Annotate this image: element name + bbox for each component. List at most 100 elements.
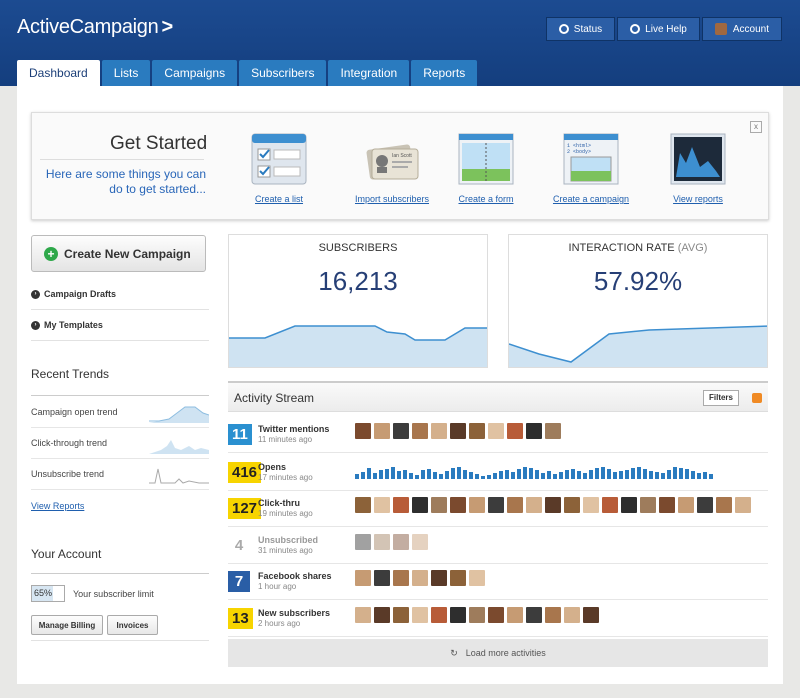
live-help-button[interactable]: Live Help: [617, 17, 700, 41]
avatar[interactable]: [469, 607, 485, 623]
avatar[interactable]: [545, 423, 561, 439]
avatar[interactable]: [374, 570, 390, 586]
avatar[interactable]: [355, 607, 371, 623]
avatar[interactable]: [450, 570, 466, 586]
tab-dashboard[interactable]: Dashboard: [17, 60, 100, 86]
activity-title[interactable]: Unsubscribed: [258, 535, 319, 545]
avatar[interactable]: [393, 534, 409, 550]
activity-title[interactable]: Twitter mentions: [258, 424, 330, 434]
create-new-campaign-button[interactable]: + Create New Campaign: [31, 235, 206, 272]
avatar[interactable]: [583, 497, 599, 513]
avatar[interactable]: [564, 607, 580, 623]
avatar[interactable]: [374, 534, 390, 550]
activity-title[interactable]: New subscribers: [258, 608, 331, 618]
avatar[interactable]: [564, 497, 580, 513]
avatar[interactable]: [678, 497, 694, 513]
avatar[interactable]: [469, 570, 485, 586]
avatar[interactable]: [374, 497, 390, 513]
avatar[interactable]: [735, 497, 751, 513]
avatar[interactable]: [507, 607, 523, 623]
avatar[interactable]: [450, 607, 466, 623]
avatar[interactable]: [431, 423, 447, 439]
manage-billing-button[interactable]: Manage Billing: [31, 615, 103, 635]
import-subscribers-item[interactable]: Ian Scott Import subscribers: [342, 133, 442, 204]
activity-row[interactable]: 416 Opens 17 minutes ago: [228, 454, 768, 491]
campaign-open-trend[interactable]: Campaign open trend: [31, 397, 209, 428]
create-list-item[interactable]: Create a list: [229, 133, 329, 204]
activity-row[interactable]: 11 Twitter mentions 11 minutes ago: [228, 416, 768, 453]
rss-icon[interactable]: [752, 393, 762, 403]
load-more-button[interactable]: ↻ Load more activities: [228, 639, 768, 667]
avatar[interactable]: [488, 497, 504, 513]
status-button[interactable]: Status: [545, 17, 616, 41]
avatar[interactable]: [450, 423, 466, 439]
avatar[interactable]: [355, 570, 371, 586]
activity-row[interactable]: 7 Facebook shares 1 hour ago: [228, 563, 768, 600]
create-campaign-item[interactable]: 1 <html> 2 <body> Create a campaign: [541, 133, 641, 204]
avatar[interactable]: [393, 607, 409, 623]
avatar[interactable]: [488, 607, 504, 623]
filters-button[interactable]: Filters: [702, 390, 739, 406]
avatar[interactable]: [488, 423, 504, 439]
avatar[interactable]: [450, 497, 466, 513]
avatar[interactable]: [412, 497, 428, 513]
create-form-item[interactable]: Create a form: [436, 133, 536, 204]
my-templates-link[interactable]: › My Templates: [31, 310, 209, 341]
view-reports-sidebar-link[interactable]: View Reports: [31, 501, 85, 511]
tab-integration[interactable]: Integration: [328, 60, 410, 86]
campaign-drafts-link[interactable]: › Campaign Drafts: [31, 279, 209, 310]
avatar[interactable]: [545, 497, 561, 513]
avatar[interactable]: [393, 570, 409, 586]
avatar[interactable]: [697, 497, 713, 513]
activity-title[interactable]: Facebook shares: [258, 571, 332, 581]
close-icon[interactable]: x: [750, 121, 762, 133]
avatar[interactable]: [412, 607, 428, 623]
avatar[interactable]: [412, 534, 428, 550]
import-subscribers-link[interactable]: Import subscribers: [354, 194, 430, 204]
tab-campaigns[interactable]: Campaigns: [152, 60, 238, 86]
avatar[interactable]: [545, 607, 561, 623]
avatar[interactable]: [431, 570, 447, 586]
tab-subscribers[interactable]: Subscribers: [239, 60, 327, 86]
avatar[interactable]: [469, 497, 485, 513]
avatar[interactable]: [393, 497, 409, 513]
create-campaign-link[interactable]: Create a campaign: [552, 194, 630, 204]
avatar[interactable]: [716, 497, 732, 513]
avatar[interactable]: [355, 423, 371, 439]
tab-reports[interactable]: Reports: [411, 60, 478, 86]
avatar[interactable]: [526, 607, 542, 623]
avatar[interactable]: [412, 570, 428, 586]
activity-row[interactable]: 13 New subscribers 2 hours ago: [228, 600, 768, 637]
avatar[interactable]: [374, 423, 390, 439]
avatar[interactable]: [507, 423, 523, 439]
tab-lists[interactable]: Lists: [101, 60, 151, 86]
avatar[interactable]: [355, 497, 371, 513]
avatar[interactable]: [431, 497, 447, 513]
avatar[interactable]: [659, 497, 675, 513]
activity-title[interactable]: Opens: [258, 462, 287, 472]
view-reports-item[interactable]: View reports: [648, 133, 748, 204]
account-button[interactable]: Account: [701, 17, 782, 41]
avatar[interactable]: [583, 607, 599, 623]
avatar[interactable]: [431, 607, 447, 623]
invoices-button[interactable]: Invoices: [107, 615, 158, 635]
avatar[interactable]: [602, 497, 618, 513]
avatar[interactable]: [374, 607, 390, 623]
view-reports-link[interactable]: View reports: [673, 194, 723, 204]
logo[interactable]: ActiveCampaign >: [17, 16, 173, 38]
avatar[interactable]: [469, 423, 485, 439]
avatar[interactable]: [640, 497, 656, 513]
create-form-link[interactable]: Create a form: [458, 194, 514, 204]
avatar[interactable]: [355, 534, 371, 550]
avatar[interactable]: [507, 497, 523, 513]
avatar[interactable]: [526, 497, 542, 513]
avatar[interactable]: [412, 423, 428, 439]
create-list-link[interactable]: Create a list: [254, 194, 304, 204]
avatar[interactable]: [393, 423, 409, 439]
avatar[interactable]: [621, 497, 637, 513]
unsubscribe-trend[interactable]: Unsubscribe trend: [31, 459, 209, 490]
avatar[interactable]: [526, 423, 542, 439]
activity-row[interactable]: 127 Click-thru 19 minutes ago: [228, 490, 768, 527]
click-through-trend[interactable]: Click-through trend: [31, 428, 209, 459]
activity-title[interactable]: Click-thru: [258, 498, 301, 508]
